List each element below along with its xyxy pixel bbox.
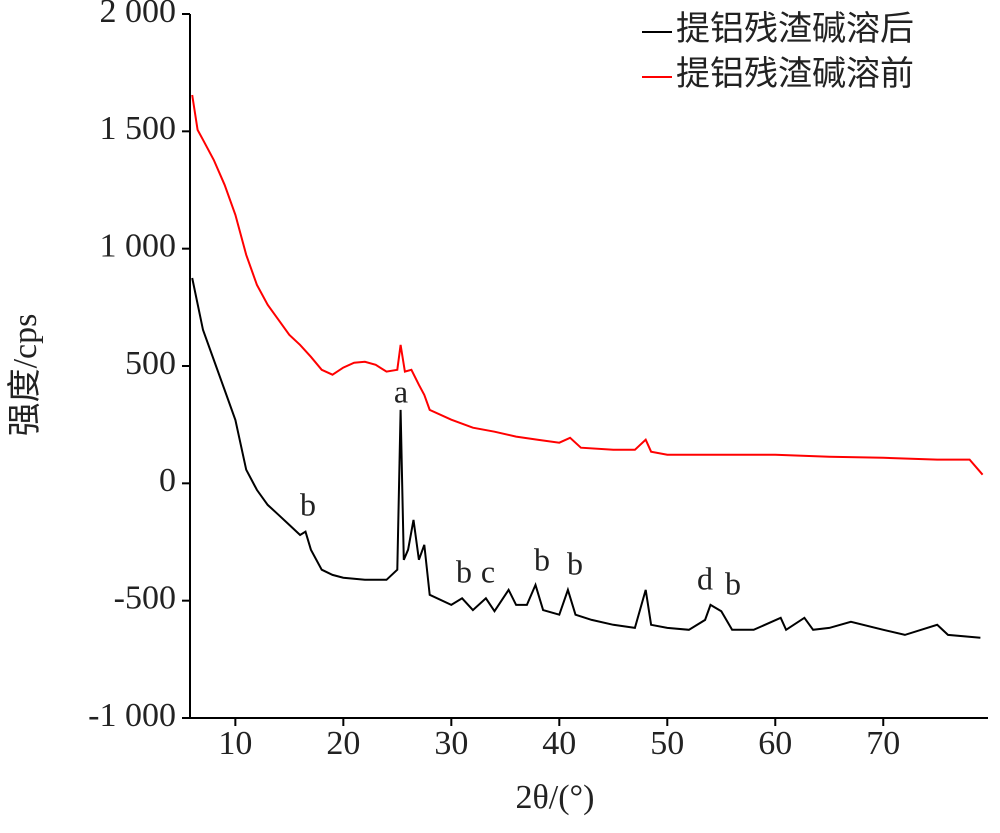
peak-label: a [394, 373, 408, 409]
peak-label: b [456, 553, 472, 589]
peak-label: c [481, 553, 495, 589]
y-tick-label: -1 000 [88, 697, 176, 734]
y-tick-label: 0 [159, 462, 176, 499]
x-tick-label: 40 [542, 725, 576, 762]
peak-label: b [567, 545, 583, 581]
peak-label: b [300, 486, 316, 522]
x-tick-label: 20 [326, 725, 360, 762]
peak-label: d [697, 560, 713, 596]
legend-label: 提铝残渣碱溶后 [676, 10, 914, 48]
series-line [191, 277, 981, 639]
x-tick-label: 50 [650, 725, 684, 762]
x-axis-title: 2θ/(°) [516, 779, 595, 816]
y-tick-label: -500 [114, 579, 176, 616]
y-tick-label: 500 [125, 345, 176, 382]
legend-label: 提铝残渣碱溶前 [676, 55, 914, 93]
x-tick-label: 70 [866, 725, 900, 762]
x-tick-label: 60 [758, 725, 792, 762]
peak-label: b [725, 565, 741, 601]
peak-label: b [534, 541, 550, 577]
series-line [191, 94, 984, 476]
y-axis-title: 强度/cps [6, 314, 44, 437]
y-tick-label: 1 500 [100, 110, 177, 147]
y-tick-label: 2 000 [100, 0, 177, 30]
x-tick-label: 10 [218, 725, 252, 762]
x-tick-label: 30 [434, 725, 468, 762]
y-tick-label: 1 000 [100, 227, 177, 264]
